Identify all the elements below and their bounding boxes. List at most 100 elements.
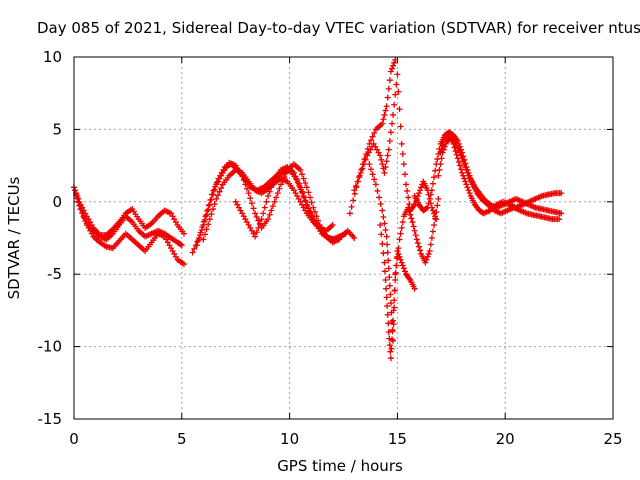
y-tick-label: 10 xyxy=(43,48,62,66)
data-point xyxy=(371,130,378,137)
data-point xyxy=(400,161,407,168)
data-point xyxy=(386,282,393,289)
x-tick-label: 15 xyxy=(388,430,407,448)
data-point xyxy=(72,187,79,194)
data-point xyxy=(214,192,221,199)
grid xyxy=(74,57,613,419)
data-point xyxy=(252,210,259,217)
data-point xyxy=(407,211,414,218)
data-point xyxy=(411,285,418,292)
data-point xyxy=(558,190,565,197)
data-point xyxy=(436,166,443,173)
data-point xyxy=(384,311,391,318)
data-point xyxy=(413,236,420,243)
data-point xyxy=(348,203,355,210)
data-point xyxy=(208,211,215,218)
data-point xyxy=(395,250,402,257)
data-point xyxy=(383,285,390,292)
series-track-7 xyxy=(232,164,349,243)
data-point xyxy=(432,215,439,222)
data-point xyxy=(400,265,407,272)
data-point xyxy=(260,210,267,217)
data-point xyxy=(386,342,393,349)
data-point xyxy=(391,59,398,66)
data-point xyxy=(180,261,187,268)
data-point xyxy=(206,201,213,208)
data-point xyxy=(266,188,273,195)
data-point xyxy=(302,179,309,186)
data-point xyxy=(205,206,212,213)
data-point xyxy=(379,120,386,127)
data-point xyxy=(453,151,460,158)
data-point xyxy=(389,336,396,343)
data-point xyxy=(292,173,299,180)
y-tick-labels: -15 -10 -5 0 5 10 xyxy=(38,48,63,428)
data-point xyxy=(374,187,381,194)
data-point xyxy=(242,181,249,188)
data-point xyxy=(427,241,434,248)
data-point xyxy=(387,68,394,75)
data-point xyxy=(463,166,470,173)
data-point xyxy=(367,166,374,173)
data-point xyxy=(412,232,419,239)
data-point xyxy=(200,236,207,243)
data-point xyxy=(391,287,398,294)
data-point xyxy=(307,208,314,215)
data-point xyxy=(385,320,392,327)
data-point xyxy=(177,241,184,248)
data-point xyxy=(256,220,263,227)
data-point xyxy=(387,291,394,298)
data-point xyxy=(410,223,417,230)
series-track-3 xyxy=(77,201,187,239)
data-point xyxy=(385,265,392,272)
data-point xyxy=(210,206,217,213)
data-point xyxy=(211,186,218,193)
data-point xyxy=(429,180,436,187)
data-point xyxy=(463,181,470,188)
data-point xyxy=(399,262,406,269)
data-point xyxy=(380,214,387,221)
data-point xyxy=(371,176,378,183)
data-point xyxy=(82,217,89,224)
data-point xyxy=(300,193,307,200)
data-point xyxy=(385,257,392,264)
data-point xyxy=(189,249,196,256)
data-point xyxy=(455,158,462,165)
data-point xyxy=(250,205,257,212)
data-point xyxy=(424,253,431,260)
plot-frame xyxy=(73,56,614,420)
data-point xyxy=(248,200,255,207)
x-tick-label: 10 xyxy=(280,430,299,448)
data-point xyxy=(271,198,278,205)
data-point xyxy=(394,71,401,78)
data-point xyxy=(461,161,468,168)
data-point xyxy=(253,214,260,221)
data-point xyxy=(277,181,284,188)
data-point xyxy=(401,171,408,178)
series-track-10 xyxy=(366,161,442,344)
data-point xyxy=(385,329,392,336)
data-point xyxy=(383,294,390,301)
data-point xyxy=(433,208,440,215)
chart-title: Day 085 of 2021, Sidereal Day-to-day VTE… xyxy=(37,19,640,37)
data-point xyxy=(384,241,391,248)
data-point xyxy=(434,202,441,209)
data-point xyxy=(391,101,398,108)
data-point xyxy=(403,181,410,188)
data-point xyxy=(253,229,260,236)
data-point xyxy=(313,213,320,220)
y-tick-label: 5 xyxy=(52,120,62,138)
data-point xyxy=(439,142,446,149)
data-point xyxy=(423,256,430,263)
y-tick-label: -15 xyxy=(38,410,63,428)
data-point xyxy=(247,195,254,202)
data-point xyxy=(265,193,272,200)
data-point xyxy=(388,345,395,352)
data-point xyxy=(435,172,442,179)
data-point xyxy=(211,200,218,207)
data-point xyxy=(266,211,273,218)
data-point xyxy=(458,166,465,173)
data-point xyxy=(461,175,468,182)
data-point xyxy=(244,185,251,192)
data-point xyxy=(392,269,399,276)
